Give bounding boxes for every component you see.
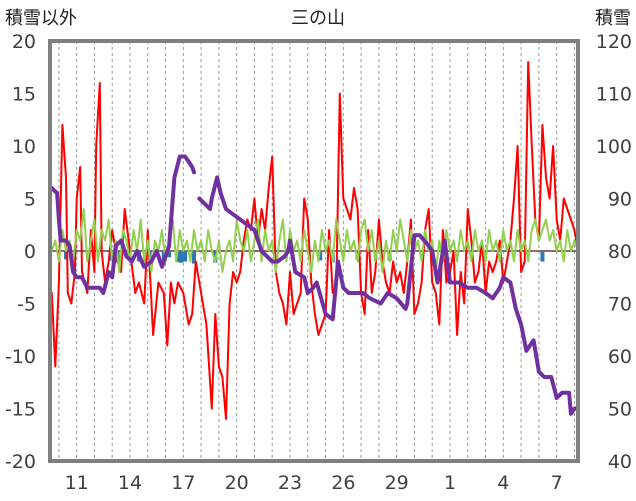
y-left-tick-label: 10 — [12, 136, 36, 158]
left-axis-header: 積雪以外 — [5, 8, 77, 29]
y-right-tick-label: 70 — [608, 294, 632, 316]
y-right-tick-label: 90 — [608, 189, 632, 211]
right-axis-header: 積雪 — [595, 8, 631, 29]
y-right-tick-label: 50 — [608, 399, 632, 421]
x-tick-label: 14 — [118, 472, 142, 494]
x-tick-label: 1 — [444, 472, 456, 494]
bar — [192, 251, 196, 264]
x-tick-label: 17 — [171, 472, 195, 494]
x-tick-label: 11 — [65, 472, 89, 494]
y-left-tick-label: -10 — [5, 346, 36, 368]
y-left-tick-labels: 20 15 10 5 0 -5 -10 -15 -20 — [5, 31, 36, 473]
y-right-tick-label: 120 — [596, 31, 632, 53]
y-right-tick-label: 100 — [596, 136, 632, 158]
y-right-tick-label: 40 — [608, 451, 632, 473]
series-lines — [49, 61, 580, 420]
x-tick-label: 4 — [497, 472, 509, 494]
bar — [167, 251, 172, 258]
chart-title: 三の山 — [291, 8, 345, 29]
y-right-tick-label: 110 — [596, 84, 632, 106]
y-left-tick-label: -15 — [5, 399, 36, 421]
x-tick-label: 7 — [551, 472, 563, 494]
y-left-tick-label: 20 — [12, 31, 36, 53]
y-left-tick-label: 5 — [24, 189, 36, 211]
bar — [318, 251, 323, 261]
y-right-tick-label: 80 — [608, 241, 632, 263]
y-left-tick-label: -5 — [17, 294, 36, 316]
series-line — [49, 154, 580, 416]
bar — [64, 251, 68, 260]
plot-frame — [48, 39, 580, 463]
x-tick-labels: 11 14 17 20 23 26 29 1 4 7 — [65, 472, 563, 494]
series-line — [50, 61, 579, 420]
bar — [108, 251, 113, 261]
y-right-tick-label: 60 — [608, 346, 632, 368]
bar — [183, 251, 188, 262]
y-right-tick-labels: 120 110 100 90 80 70 60 50 40 — [596, 31, 632, 473]
series-line — [50, 208, 579, 273]
y-left-tick-label: 15 — [12, 84, 36, 106]
bar — [540, 251, 545, 262]
y-left-tick-label: -20 — [5, 451, 36, 473]
x-tick-label: 20 — [225, 472, 249, 494]
x-tick-label: 23 — [278, 472, 302, 494]
y-left-tick-label: 0 — [24, 241, 36, 263]
x-tick-label: 29 — [385, 472, 409, 494]
x-tick-label: 26 — [331, 472, 355, 494]
